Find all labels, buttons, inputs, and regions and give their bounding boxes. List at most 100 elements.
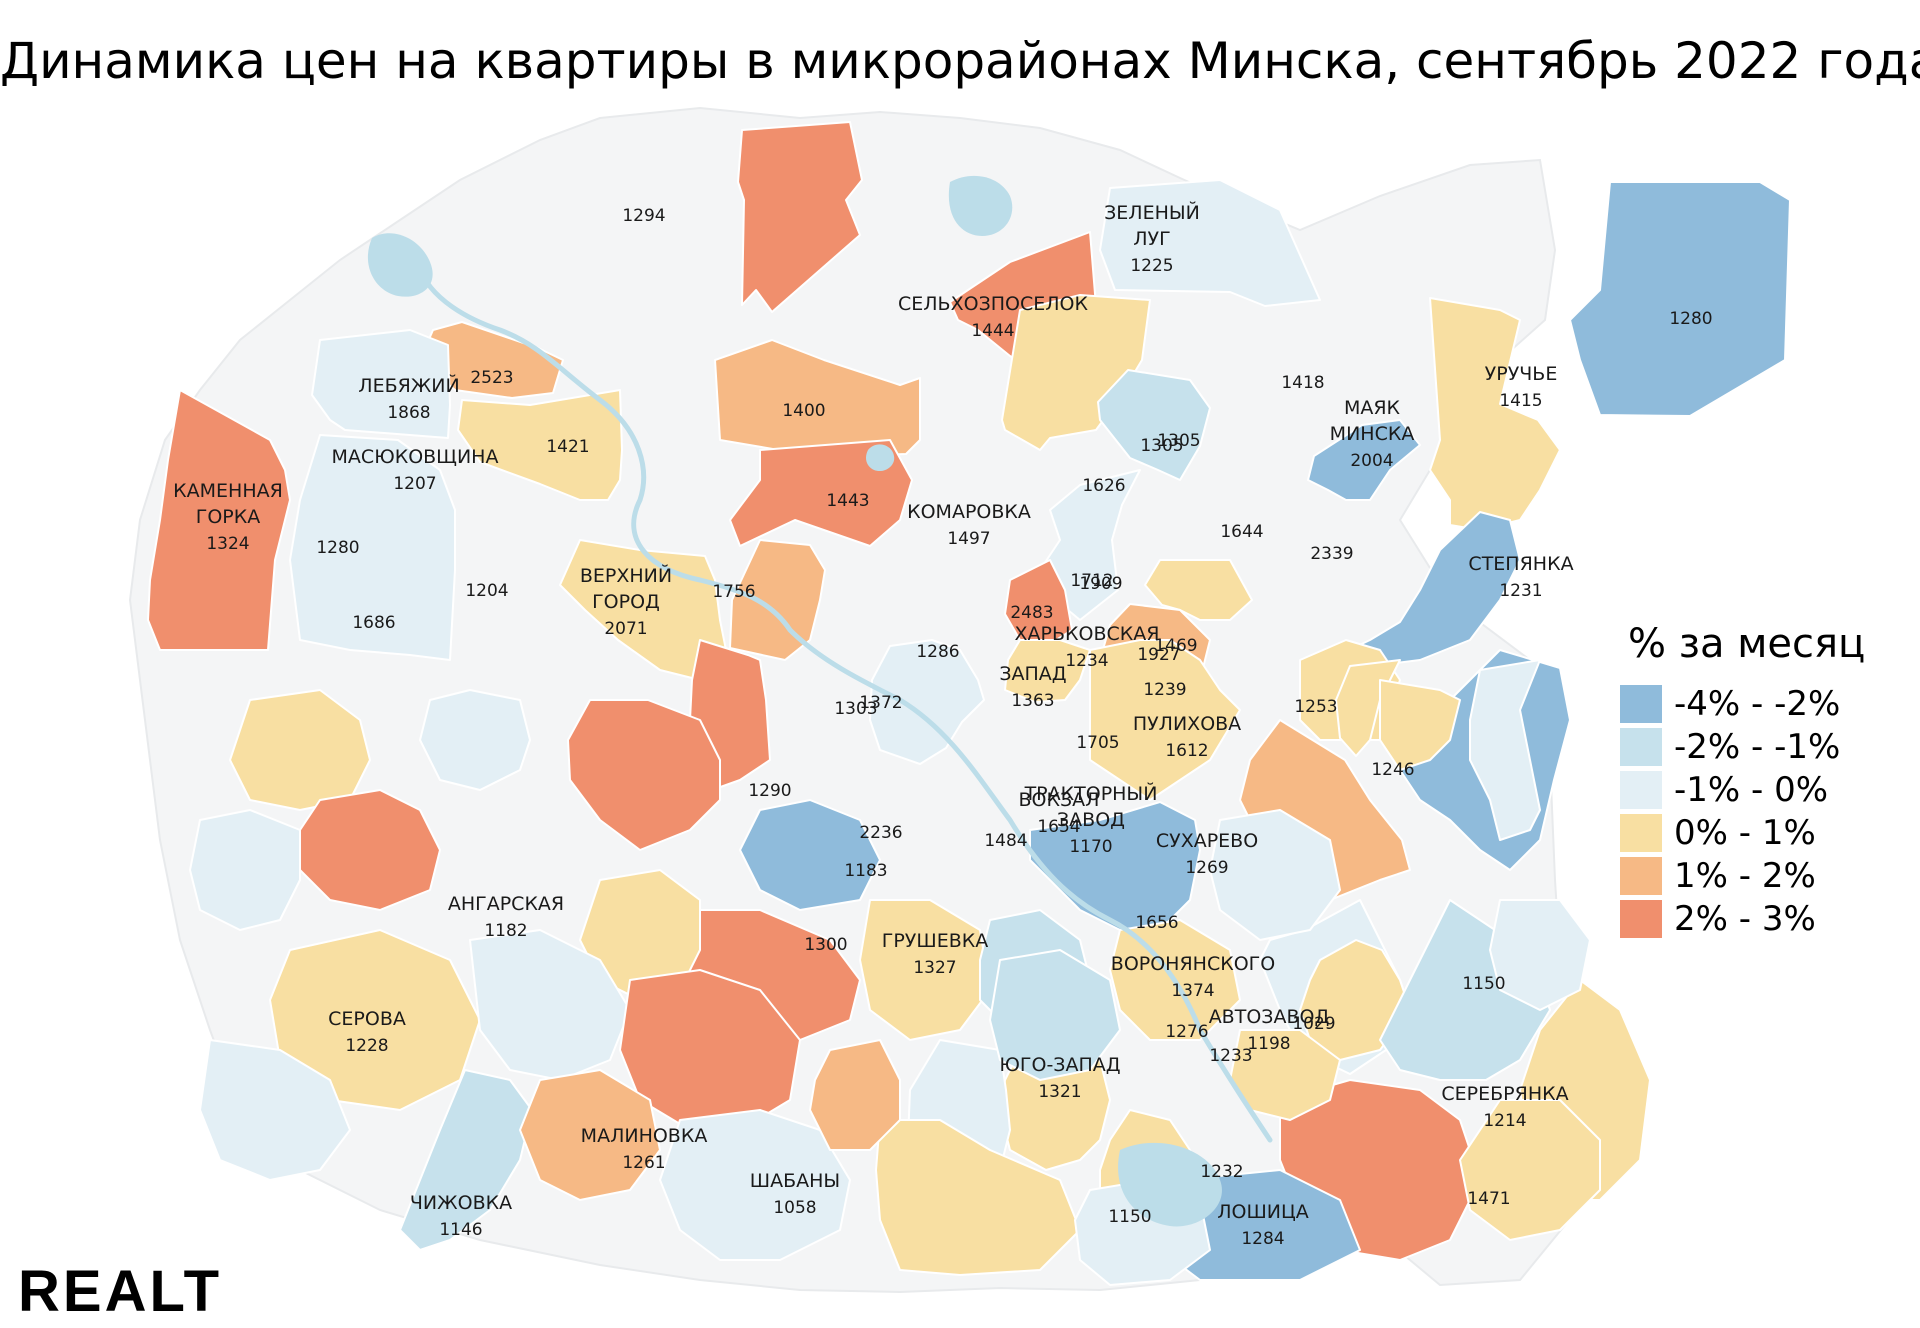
district-area[interactable] bbox=[739, 799, 881, 911]
district-name: ХАРЬКОВСКАЯ bbox=[1015, 623, 1160, 645]
district-area[interactable] bbox=[311, 329, 451, 439]
district-price: 1363 bbox=[1011, 691, 1054, 711]
legend-label: -1% - 0% bbox=[1674, 769, 1829, 810]
district-price: 1327 bbox=[913, 958, 956, 978]
district-price: 1868 bbox=[387, 403, 430, 423]
district-price: 1686 bbox=[352, 613, 395, 633]
district-area[interactable] bbox=[1569, 181, 1791, 417]
district-name: СЕРОВА bbox=[328, 1008, 406, 1030]
legend-item: -2% - -1% bbox=[1620, 725, 1890, 768]
district-area[interactable] bbox=[737, 121, 863, 313]
district-price: 1290 bbox=[748, 781, 791, 801]
district-name: КОМАРОВКА bbox=[907, 501, 1031, 523]
legend-items: -4% - -2% -2% - -1% -1% - 0% 0% - 1% 1% - 2%… bbox=[1620, 682, 1890, 940]
district-price: 1286 bbox=[916, 642, 959, 662]
district-price: 1305 bbox=[1140, 436, 1183, 456]
district-area[interactable] bbox=[1429, 297, 1561, 531]
district-price: 1269 bbox=[1185, 858, 1228, 878]
district-price: 1644 bbox=[1220, 522, 1263, 542]
district-price: 1284 bbox=[1241, 1229, 1284, 1249]
legend-title: % за месяц bbox=[1628, 621, 1866, 667]
district-area[interactable] bbox=[189, 809, 301, 931]
district-price: 1612 bbox=[1165, 741, 1208, 761]
district-name: МАСЮКОВЩИНА bbox=[332, 446, 499, 468]
district-name: ЗЕЛЕНЫЙ bbox=[1104, 201, 1200, 224]
district-area[interactable] bbox=[1459, 1099, 1601, 1241]
district-price: 1207 bbox=[393, 474, 436, 494]
district-price: 1444 bbox=[971, 321, 1014, 341]
district-price: 1150 bbox=[1462, 974, 1505, 994]
district-name: МИНСКА bbox=[1330, 423, 1415, 445]
district-price: 1231 bbox=[1499, 581, 1542, 601]
district-area[interactable] bbox=[199, 1039, 351, 1181]
district-name: СЕЛЬХОЗПОСЕЛОК bbox=[898, 293, 1089, 315]
district-name: МАЯК bbox=[1344, 397, 1401, 419]
district-area[interactable] bbox=[1004, 639, 1091, 703]
district-area[interactable] bbox=[1379, 679, 1461, 771]
district-area[interactable] bbox=[1089, 639, 1241, 801]
district-name: ВОРОНЯНСКОГО bbox=[1111, 953, 1275, 975]
district-name: ГОРОД bbox=[592, 591, 660, 613]
district-price: 1909 bbox=[1079, 574, 1122, 594]
district-area[interactable] bbox=[1489, 899, 1591, 1011]
district-name: АНГАРСКАЯ bbox=[448, 893, 564, 915]
district-name: ГРУШЕВКА bbox=[882, 930, 988, 952]
map-title: Динамика цен на квартиры в микрорайонах … bbox=[0, 32, 1920, 90]
district-price: 1712 bbox=[1070, 571, 1113, 591]
district-area[interactable] bbox=[869, 639, 985, 765]
district-area[interactable] bbox=[729, 539, 826, 661]
district-area[interactable] bbox=[1097, 369, 1211, 481]
district-price: 1170 bbox=[1069, 837, 1112, 857]
district-name: ЧИЖОВКА bbox=[410, 1192, 512, 1214]
district-price: 1400 bbox=[782, 401, 825, 421]
legend-item: 1% - 2% bbox=[1620, 854, 1890, 897]
district-area[interactable] bbox=[729, 439, 913, 547]
district-price: 1415 bbox=[1499, 391, 1542, 411]
district-area[interactable] bbox=[1001, 294, 1151, 451]
district-price: 1058 bbox=[773, 1198, 816, 1218]
district-name: ЮГО-ЗАПАД bbox=[999, 1054, 1120, 1076]
district-name: ВОКЗАЛ bbox=[1019, 789, 1100, 811]
district-area[interactable] bbox=[519, 1069, 661, 1201]
district-area[interactable] bbox=[875, 1119, 1081, 1276]
district-area[interactable] bbox=[1299, 939, 1411, 1061]
district-area[interactable] bbox=[859, 899, 991, 1041]
district-area[interactable] bbox=[147, 389, 291, 651]
district-area[interactable] bbox=[567, 699, 721, 851]
district-area[interactable] bbox=[1469, 659, 1541, 841]
legend-item: 2% - 3% bbox=[1620, 897, 1890, 940]
district-area[interactable] bbox=[1209, 809, 1341, 941]
district-name: СТЕПЯНКА bbox=[1468, 553, 1573, 575]
district-area[interactable] bbox=[809, 1039, 901, 1151]
water-layer bbox=[367, 175, 1273, 1227]
district-name: ЗАПАД bbox=[999, 663, 1066, 685]
district-name: ЛУГ bbox=[1133, 228, 1170, 250]
district-price: 1484 bbox=[984, 831, 1027, 851]
district-area[interactable] bbox=[469, 929, 631, 1081]
legend-swatch bbox=[1620, 899, 1662, 938]
district-price: 1239 bbox=[1143, 680, 1186, 700]
legend-label: -2% - -1% bbox=[1674, 726, 1841, 767]
district-name: ЛЕБЯЖИЙ bbox=[358, 374, 459, 397]
district-name: СУХАРЕВО bbox=[1156, 830, 1258, 852]
district-price: 1497 bbox=[947, 529, 990, 549]
district-area[interactable] bbox=[269, 929, 481, 1111]
district-area[interactable] bbox=[419, 689, 531, 791]
district-name: МАЛИНОВКА bbox=[581, 1125, 708, 1147]
district-name: ЛОШИЦА bbox=[1217, 1201, 1309, 1223]
district-price: 1469 bbox=[1154, 636, 1197, 656]
district-area[interactable] bbox=[1144, 559, 1253, 621]
legend: % за месяц -4% - -2% -2% - -1% -1% - 0% 0% … bbox=[1620, 620, 1890, 940]
district-area[interactable] bbox=[989, 949, 1121, 1081]
district-area[interactable] bbox=[1307, 419, 1421, 501]
district-area[interactable] bbox=[399, 1069, 533, 1251]
lake bbox=[866, 444, 895, 472]
district-price: 1228 bbox=[345, 1036, 388, 1056]
district-area[interactable] bbox=[289, 434, 456, 661]
district-area[interactable] bbox=[659, 1109, 851, 1261]
district-area[interactable] bbox=[1099, 179, 1321, 307]
district-price: 1443 bbox=[826, 491, 869, 511]
legend-item: -1% - 0% bbox=[1620, 768, 1890, 811]
district-area[interactable] bbox=[1039, 469, 1141, 621]
district-name: ВЕРХНИЙ bbox=[580, 564, 672, 587]
